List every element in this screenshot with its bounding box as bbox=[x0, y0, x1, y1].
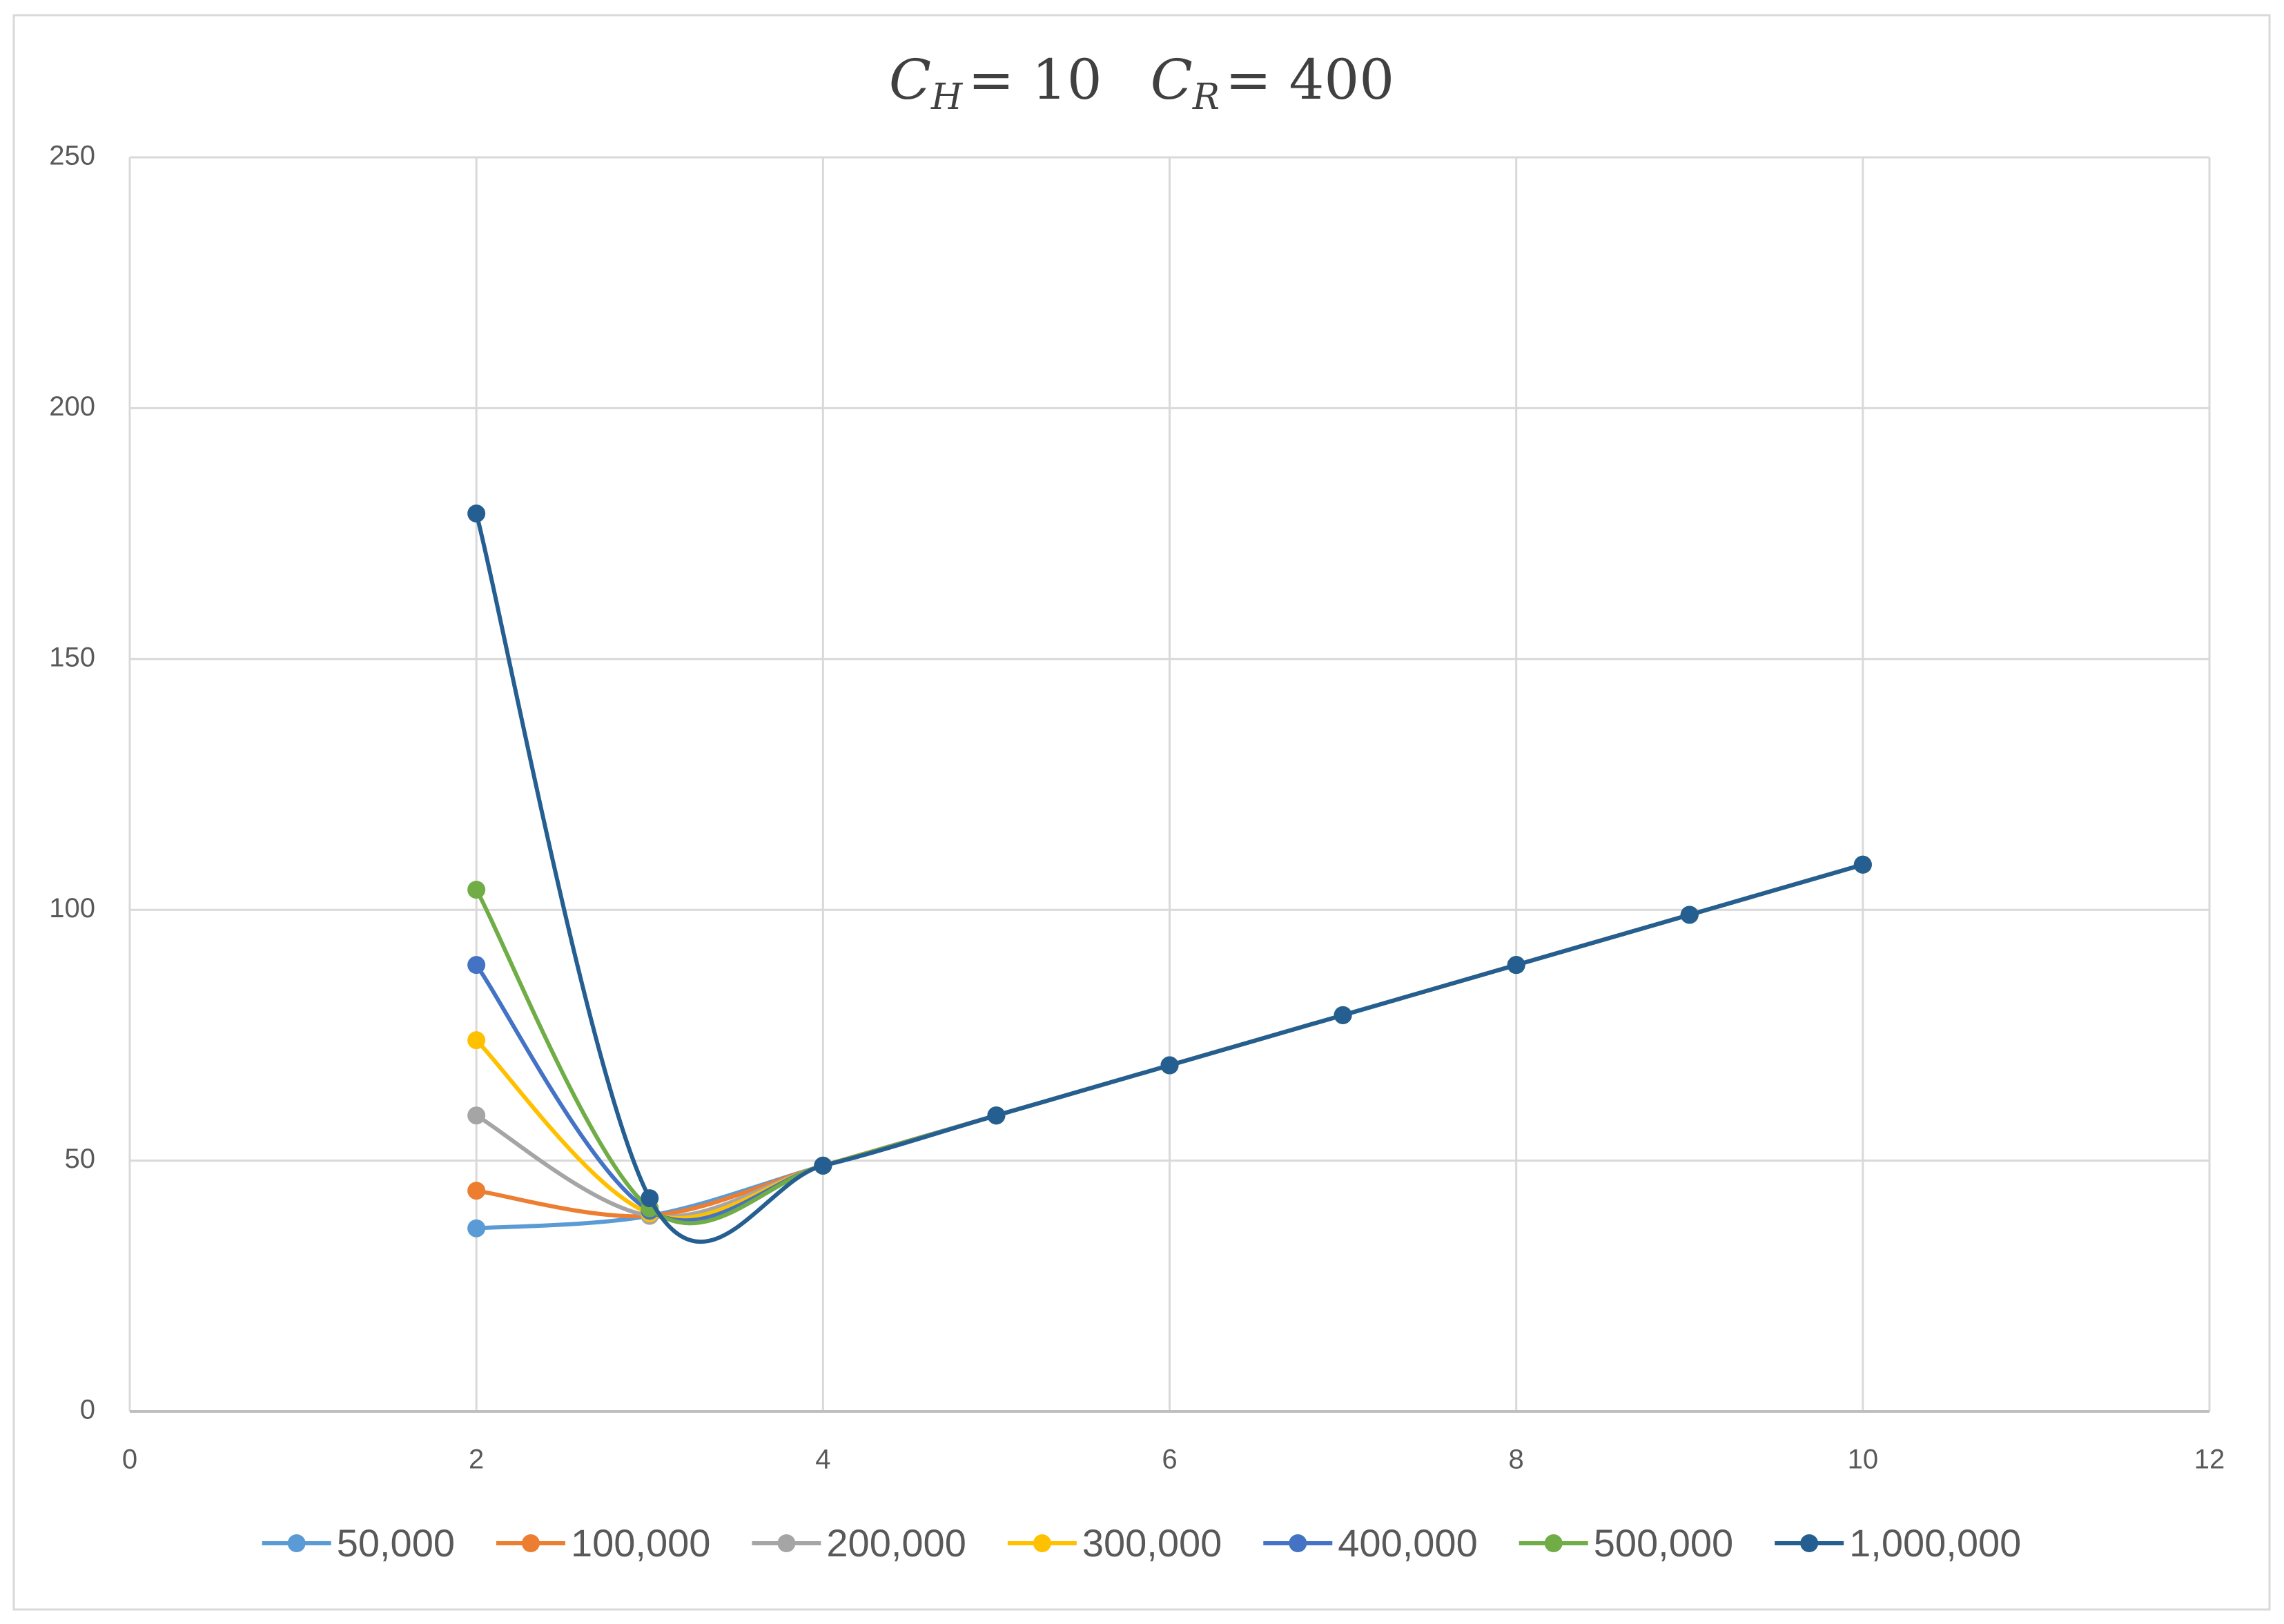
title-subscript: H bbox=[930, 77, 964, 118]
x-tick-label: 12 bbox=[2194, 1445, 2225, 1475]
legend-label: 200,000 bbox=[826, 1521, 966, 1565]
data-point bbox=[467, 1106, 486, 1125]
legend-marker bbox=[1544, 1534, 1563, 1552]
legend-item: 500,000 bbox=[1519, 1521, 1733, 1565]
legend-item: 100,000 bbox=[496, 1521, 710, 1565]
y-tick-label: 0 bbox=[80, 1395, 95, 1425]
chart-title: CH = 10 CR = 400 bbox=[889, 48, 1394, 118]
x-tick-label: 4 bbox=[815, 1445, 830, 1475]
legend-label: 50,000 bbox=[337, 1521, 455, 1565]
data-point bbox=[467, 1182, 486, 1200]
series-line bbox=[474, 513, 1864, 1244]
y-tick-label: 250 bbox=[49, 141, 95, 171]
legend-item: 200,000 bbox=[752, 1521, 966, 1565]
legend-marker bbox=[1800, 1534, 1819, 1552]
legend-marker bbox=[1033, 1534, 1051, 1552]
title-symbol: C bbox=[1151, 48, 1193, 112]
data-point bbox=[987, 1106, 1006, 1125]
y-tick-label: 150 bbox=[49, 642, 95, 672]
x-tick-label: 10 bbox=[1848, 1445, 1879, 1475]
x-tick-label: 0 bbox=[122, 1445, 137, 1475]
data-point bbox=[641, 1189, 659, 1208]
data-point bbox=[467, 1031, 486, 1050]
x-tick-label: 2 bbox=[469, 1445, 484, 1475]
title-symbol: C bbox=[889, 48, 931, 112]
y-tick-label: 200 bbox=[49, 391, 95, 422]
y-tick-label: 50 bbox=[65, 1144, 96, 1174]
legend-label: 500,000 bbox=[1594, 1521, 1733, 1565]
title-value: = 10 bbox=[968, 48, 1102, 112]
x-tick-label: 8 bbox=[1509, 1445, 1524, 1475]
data-point bbox=[814, 1156, 832, 1175]
data-point bbox=[1334, 1006, 1352, 1024]
data-point bbox=[1507, 956, 1525, 975]
legend-item: 50,000 bbox=[262, 1521, 455, 1565]
x-tick-label: 6 bbox=[1162, 1445, 1177, 1475]
legend-label: 400,000 bbox=[1338, 1521, 1477, 1565]
title-subscript: R bbox=[1192, 77, 1220, 118]
legend-item: 300,000 bbox=[1007, 1521, 1222, 1565]
data-point bbox=[467, 505, 486, 523]
data-point bbox=[1853, 855, 1872, 874]
chart-border bbox=[12, 14, 2271, 1611]
legend-marker bbox=[777, 1534, 796, 1552]
legend-item: 1,000,000 bbox=[1775, 1521, 2021, 1565]
legend-marker bbox=[521, 1534, 540, 1552]
legend-label: 300,000 bbox=[1082, 1521, 1222, 1565]
data-point bbox=[467, 881, 486, 899]
legend-marker bbox=[1289, 1534, 1307, 1552]
data-point bbox=[467, 1219, 486, 1237]
y-tick-label: 100 bbox=[49, 893, 95, 923]
data-point bbox=[467, 956, 486, 975]
data-point bbox=[1680, 906, 1699, 924]
legend-label: 1,000,000 bbox=[1849, 1521, 2021, 1565]
data-point bbox=[1160, 1056, 1179, 1075]
legend-marker bbox=[287, 1534, 306, 1552]
legend-label: 100,000 bbox=[571, 1521, 710, 1565]
legend-item: 400,000 bbox=[1263, 1521, 1478, 1565]
title-value: = 400 bbox=[1225, 48, 1394, 112]
